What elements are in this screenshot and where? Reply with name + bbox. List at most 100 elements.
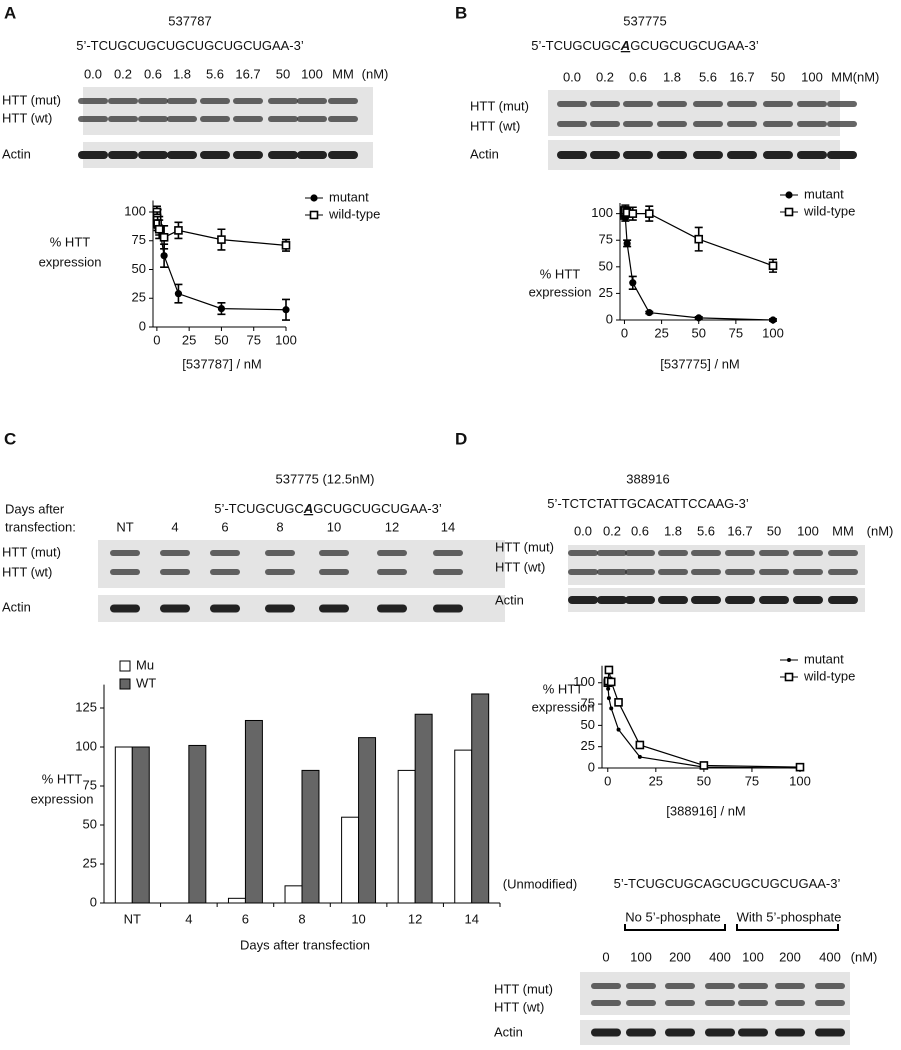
- band: [705, 1000, 735, 1006]
- band: [138, 151, 168, 159]
- band: [597, 569, 627, 575]
- band: [815, 1028, 845, 1037]
- y-axis-label: % HTT: [42, 771, 83, 786]
- y-tick-label: 25: [581, 738, 595, 753]
- lane-label: MM: [832, 523, 854, 538]
- lane-label: 0.2: [114, 66, 132, 81]
- band: [233, 98, 263, 104]
- x-tick-label: NT: [124, 911, 141, 926]
- band: [78, 116, 108, 122]
- band: [763, 151, 793, 159]
- band: [725, 596, 755, 604]
- lane-label: 100: [301, 66, 323, 81]
- band: [657, 121, 687, 127]
- blot-title: 388916: [626, 471, 669, 486]
- y-axis-label: % HTT: [50, 234, 91, 249]
- band: [210, 550, 240, 556]
- lane-label: 100: [630, 949, 652, 964]
- sequence: 5’-TCUGCUGCAGCUGCUGCUGAA-3’: [614, 876, 841, 891]
- band: [665, 1028, 695, 1037]
- band: [658, 596, 688, 604]
- y-tick-label: 25: [599, 285, 613, 300]
- unit-label: (nM): [362, 66, 389, 81]
- data-point: [694, 234, 704, 244]
- band: [78, 98, 108, 104]
- band: [557, 151, 587, 159]
- band: [693, 151, 723, 159]
- x-tick-label: 100: [275, 332, 297, 347]
- data-point: [645, 308, 653, 317]
- x-tick-label: 4: [185, 911, 192, 926]
- bar: [188, 744, 207, 904]
- lane-label: MM: [831, 69, 853, 84]
- row-label: Actin: [2, 146, 31, 161]
- row-label: HTT (mut): [2, 92, 61, 107]
- row-label: HTT (wt): [2, 110, 52, 125]
- lane-label: 4: [171, 519, 178, 534]
- band: [433, 569, 463, 575]
- band: [626, 1028, 656, 1037]
- bar: [244, 719, 263, 904]
- band: [557, 121, 587, 127]
- lane-label: 16.7: [727, 523, 752, 538]
- data-point: [159, 233, 169, 242]
- bar: [227, 897, 246, 904]
- lane-label: 0.0: [563, 69, 581, 84]
- panel-letter: A: [4, 3, 16, 22]
- panel-letter: D: [455, 429, 467, 448]
- x-tick-label: 10: [351, 911, 365, 926]
- blot-image: [548, 90, 840, 136]
- row-label: HTT (wt): [494, 999, 544, 1014]
- blot-title: 537787: [168, 13, 211, 28]
- lane-label: 0.6: [144, 66, 162, 81]
- band: [626, 983, 656, 989]
- lane-label: 16.7: [729, 69, 754, 84]
- band: [433, 550, 463, 556]
- data-point: [637, 754, 642, 759]
- x-tick-label: 25: [182, 332, 196, 347]
- band: [319, 550, 349, 556]
- band: [827, 121, 857, 127]
- row-label: Actin: [494, 1024, 523, 1039]
- band: [568, 550, 598, 556]
- band: [797, 151, 827, 159]
- band: [827, 151, 857, 159]
- band: [591, 1000, 621, 1006]
- band: [727, 151, 757, 159]
- legend-swatch: [119, 678, 131, 690]
- data-point: [644, 209, 654, 218]
- legend-marker: [309, 210, 319, 220]
- bar: [341, 816, 360, 904]
- bar: [358, 737, 377, 904]
- band: [625, 550, 655, 556]
- y-tick-label: 25: [83, 855, 97, 870]
- band: [377, 550, 407, 556]
- lane-label: 0.0: [574, 523, 592, 538]
- band: [328, 98, 358, 104]
- unit-label: (nM): [867, 523, 894, 538]
- x-tick-label: 0: [153, 332, 160, 347]
- legend-label: mutant: [804, 186, 844, 201]
- band: [759, 596, 789, 604]
- band: [377, 604, 407, 613]
- y-axis-label: expression: [31, 791, 94, 806]
- band: [623, 121, 653, 127]
- blot-title: 537775 (12.5nM): [275, 471, 374, 486]
- y-tick-label: 50: [83, 816, 97, 831]
- data-point: [769, 316, 777, 324]
- legend-label: Mu: [136, 657, 154, 672]
- band: [568, 569, 598, 575]
- data-point: [217, 235, 226, 244]
- band: [591, 983, 621, 989]
- lane-label: 0.2: [603, 523, 621, 538]
- data-point: [699, 761, 709, 770]
- legend-label: mutant: [329, 189, 369, 204]
- data-point: [154, 224, 164, 234]
- lane-label: 0.6: [631, 523, 649, 538]
- band: [590, 151, 620, 159]
- bar: [471, 693, 490, 904]
- band: [108, 116, 138, 122]
- band: [815, 983, 845, 989]
- band: [725, 550, 755, 556]
